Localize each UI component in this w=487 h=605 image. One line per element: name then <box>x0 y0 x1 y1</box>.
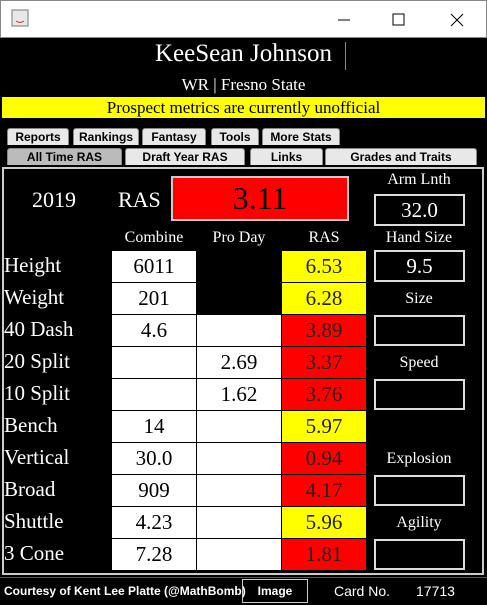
footer <box>0 577 487 605</box>
grade-box <box>374 315 465 346</box>
app-icon <box>11 9 29 27</box>
grade-label: Size <box>405 290 433 307</box>
row-label: Bench <box>4 413 58 437</box>
title-bar-icons <box>11 9 464 27</box>
combine-cell: 30.0 <box>112 443 196 474</box>
row-label: Shuttle <box>4 509 64 533</box>
ras-cell: 4.17 <box>282 475 366 506</box>
grade-box <box>374 379 465 410</box>
pro-day-cell <box>197 507 281 538</box>
app-icon-cup <box>15 20 25 23</box>
grade-box <box>374 539 465 570</box>
ras-cell: 5.97 <box>282 411 366 442</box>
row-label: Vertical <box>4 445 70 469</box>
pro-day-cell <box>197 411 281 442</box>
pro-day-cell <box>197 251 281 282</box>
ras-cell: 3.89 <box>282 315 366 346</box>
pro-day-cell: 2.69 <box>197 347 281 378</box>
image-button[interactable]: Image <box>242 579 308 603</box>
grade-label: Explosion <box>386 450 452 467</box>
tab[interactable]: More Stats <box>262 128 340 145</box>
tab[interactable]: Reports <box>7 128 69 145</box>
tab[interactable]: Links <box>250 148 323 165</box>
position-school: WR | Fresno State <box>181 75 306 94</box>
card-number: 17713 <box>416 583 455 599</box>
row-label: 20 Split <box>4 349 70 373</box>
card-label: Card No. <box>334 583 391 599</box>
ras-cell: 5.96 <box>282 507 366 538</box>
ras-label: RAS <box>118 187 161 212</box>
combine-cell: 4.23 <box>112 507 196 538</box>
tab[interactable]: Draft Year RAS <box>125 148 245 165</box>
arm-value: 32.0 <box>374 194 465 226</box>
combine-cell: 201 <box>112 283 196 314</box>
tab[interactable]: All Time RAS <box>7 148 122 165</box>
ras-cell: 6.53 <box>282 251 366 282</box>
column-header: RAS <box>308 229 340 246</box>
combine-cell: 14 <box>112 411 196 442</box>
combine-cell <box>112 379 196 410</box>
credit: Courtesy of Kent Lee Platte (@MathBomb) <box>4 584 246 598</box>
tab[interactable]: Grades and Traits <box>325 148 477 165</box>
pro-day-cell <box>197 475 281 506</box>
row-label: 10 Split <box>4 381 70 405</box>
grade-box <box>374 475 465 506</box>
pro-day-cell <box>197 539 281 570</box>
ras-cell: 1.81 <box>282 539 366 570</box>
tab[interactable]: Rankings <box>73 128 139 145</box>
combine-cell: 6011 <box>112 251 196 282</box>
grade-label: Agility <box>396 514 442 531</box>
combine-cell: 4.6 <box>112 315 196 346</box>
row-label: Height <box>4 253 62 277</box>
banner: Prospect metrics are currently unofficia… <box>2 97 485 118</box>
player-name: KeeSean Johnson <box>154 40 333 67</box>
title-bar <box>0 0 487 38</box>
combine-cell <box>112 347 196 378</box>
grade-label: Speed <box>399 354 439 371</box>
close[interactable] <box>450 13 464 27</box>
ras-cell: 3.37 <box>282 347 366 378</box>
combine-cell: 909 <box>112 475 196 506</box>
maximize[interactable] <box>392 13 405 26</box>
row-label: 40 Dash <box>4 317 74 341</box>
pro-day-cell: 1.62 <box>197 379 281 410</box>
ras-cell: 6.28 <box>282 283 366 314</box>
ras-cell: 0.94 <box>282 443 366 474</box>
pro-day-cell <box>197 315 281 346</box>
year: 2019 <box>32 187 76 212</box>
row-label: 3 Cone <box>4 541 65 565</box>
hand-label: Hand Size <box>385 229 453 246</box>
ras-cell: 3.76 <box>282 379 366 410</box>
hand-value: 9.5 <box>374 250 465 282</box>
pro-day-cell <box>197 443 281 474</box>
arm-label: Arm Lnth <box>387 171 451 188</box>
column-header: Combine <box>124 229 184 246</box>
row-label: Weight <box>4 285 65 309</box>
ras-panel <box>2 167 484 575</box>
ras-score: 3.11 <box>171 176 349 221</box>
tab[interactable]: Fantasy <box>142 128 206 145</box>
combine-cell: 7.28 <box>112 539 196 570</box>
tab[interactable]: Tools <box>211 128 259 145</box>
row-label: Broad <box>4 477 56 501</box>
pro-day-cell <box>197 283 281 314</box>
column-header: Pro Day <box>212 229 266 246</box>
divider <box>345 42 346 70</box>
